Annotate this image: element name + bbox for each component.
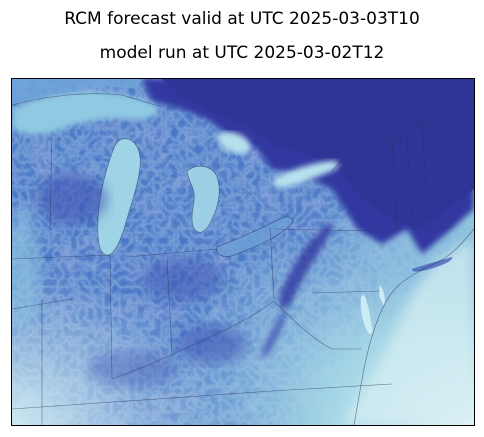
border-ny-vt (391, 138, 398, 230)
west-light (12, 209, 40, 329)
map-canvas (12, 79, 474, 425)
midwest-dark-3 (177, 324, 247, 364)
coast-michigan (97, 138, 141, 256)
atlantic-ocean (342, 239, 474, 425)
figure-title-line-2: model run at UTC 2025-03-02T12 (99, 43, 385, 63)
chesapeake-bay (360, 294, 373, 335)
lake-superior (12, 90, 159, 135)
border-wv-va (273, 300, 362, 350)
coast-erie (216, 216, 293, 257)
coastlines (97, 138, 474, 425)
border-md-pa (311, 290, 381, 294)
border-canada-us-west (12, 93, 163, 108)
appalachian-ridge (280, 221, 332, 309)
midwest-dark-2 (142, 257, 222, 301)
delaware-bay (379, 285, 385, 305)
lake-huron (187, 166, 220, 233)
border-michigan-ohio (126, 248, 218, 258)
border-minnesota-wisconsin (49, 133, 53, 230)
lake-erie (216, 216, 293, 257)
political-borders (12, 93, 474, 425)
border-iowa (12, 298, 73, 310)
border-kentucky-tennessee (12, 390, 273, 410)
georgian-bay (217, 132, 251, 154)
border-indiana-ohio (166, 258, 173, 355)
lake-ontario (272, 160, 339, 188)
coast-atlantic (353, 228, 474, 425)
midwest-dark-4 (87, 351, 177, 387)
figure-title-line-1: RCM forecast valid at UTC 2025-03-03T10 (64, 9, 420, 29)
border-vt-nh (406, 136, 413, 220)
border-illinois-indiana (109, 254, 113, 380)
border-pa-ny (273, 228, 373, 232)
ridge-south (262, 309, 286, 358)
long-island (412, 257, 453, 272)
midwest-dark-1 (37, 174, 107, 224)
coast-huron (186, 165, 220, 233)
border-virginia-nc (271, 383, 393, 392)
north-shore-light (12, 79, 142, 105)
north-dark-core (162, 79, 474, 229)
border-mass (396, 226, 453, 230)
border-wisconsin-illinois (12, 254, 111, 260)
border-ohio-river (111, 300, 275, 380)
border-maine-nh (421, 118, 428, 205)
lake-michigan (97, 138, 141, 256)
forecast-map (11, 78, 475, 426)
